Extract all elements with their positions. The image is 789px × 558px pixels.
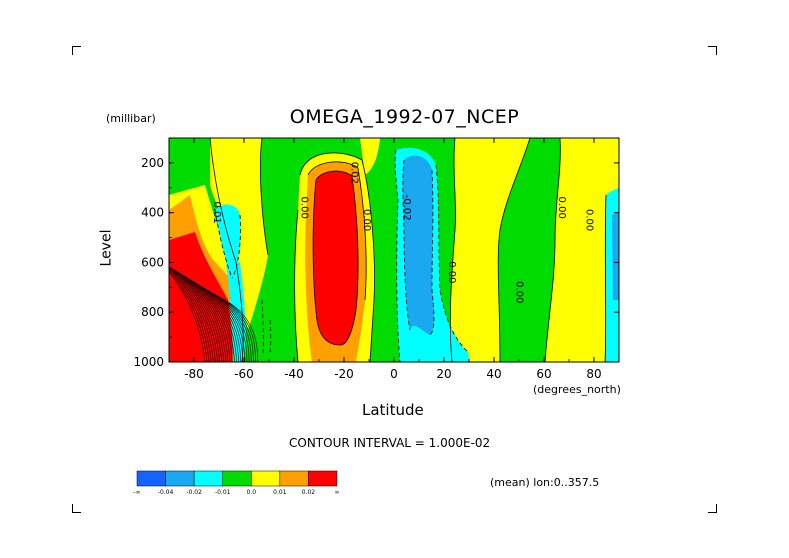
y-axis-label: Level xyxy=(98,229,115,267)
colorbar-label: -∞ xyxy=(133,489,140,496)
contour-fill xyxy=(215,204,241,278)
colorbar-label: 0.01 xyxy=(273,489,287,496)
crop-mark-bottom-right xyxy=(708,504,717,513)
contour-label: 0.00 xyxy=(584,209,595,231)
contour-line xyxy=(185,276,229,362)
x-tick-label: 20 xyxy=(436,367,451,381)
contour-line xyxy=(192,280,235,362)
y-tick-label: 1000 xyxy=(133,355,164,369)
y-axis: 200 400 600 800 1000 xyxy=(133,137,619,369)
contour-line xyxy=(169,268,210,362)
contour-label: 0.00 xyxy=(361,209,372,231)
contour-line xyxy=(194,282,237,362)
y-tick-label: 600 xyxy=(141,255,164,269)
contour-line xyxy=(170,267,216,362)
crop-mark-top-right xyxy=(708,46,717,55)
x-tick-label: 60 xyxy=(536,367,551,381)
colorbar-swatch xyxy=(222,470,252,487)
contour-fill xyxy=(360,138,380,175)
colorbar-label: ∞ xyxy=(335,489,340,496)
x-axis-units: (degrees_north) xyxy=(533,383,621,396)
colorbar-swatch xyxy=(165,470,195,487)
contour-labels: 0.01 0.00 0.02 0.00 -0.02 0.00 0.00 0.00 0.00 xyxy=(211,162,595,304)
colorbar-label: -0.04 xyxy=(158,489,174,496)
chart-title: OMEGA_1992-07_NCEP xyxy=(289,106,520,128)
contour-lines xyxy=(209,138,607,362)
contour-label: 0.02 xyxy=(349,162,360,184)
contour-line xyxy=(169,269,208,362)
x-tick-label: 0 xyxy=(390,367,398,381)
contour-line xyxy=(169,265,214,362)
colorbar-swatch xyxy=(136,470,166,487)
contour-label: -0.02 xyxy=(401,195,412,221)
x-axis: -80 -60 -40 -20 0 20 40 60 80 xyxy=(168,138,620,381)
contour-label: 0.00 xyxy=(299,197,310,219)
colorbar-label: -0.02 xyxy=(186,489,202,496)
contour-fill xyxy=(450,138,530,362)
x-tick-label: -40 xyxy=(284,367,304,381)
mean-longitude-note: (mean) lon:0..357.5 xyxy=(490,476,600,489)
dense-contour-lines xyxy=(169,265,258,362)
x-tick-label: -80 xyxy=(184,367,204,381)
crop-mark-top-left xyxy=(72,46,81,55)
contour-line xyxy=(180,273,225,362)
contour-fill xyxy=(545,138,619,362)
colorbar-swatch xyxy=(308,470,338,487)
y-tick-label: 800 xyxy=(141,305,164,319)
contour-line xyxy=(173,268,218,362)
colorbar-swatch xyxy=(279,470,309,487)
x-tick-label: -20 xyxy=(334,367,354,381)
x-axis-label: Latitude xyxy=(362,401,424,419)
colorbar: -∞ -0.04 -0.02 -0.01 0.0 0.01 0.02 ∞ xyxy=(133,470,340,496)
y-tick-label: 400 xyxy=(141,206,164,220)
contour-line xyxy=(190,279,233,362)
contour-line xyxy=(187,277,231,362)
contour-line xyxy=(169,267,212,362)
y-axis-units: (millibar) xyxy=(106,112,156,125)
contour-fill xyxy=(313,171,359,345)
colorbar-swatch xyxy=(251,470,281,487)
colorbar-label: -0.01 xyxy=(215,489,231,496)
contour-field xyxy=(169,138,619,362)
contour-line xyxy=(218,297,258,362)
x-tick-label: 80 xyxy=(586,367,601,381)
contour-label: 0.01 xyxy=(211,202,222,224)
colorbar-swatch xyxy=(193,470,223,487)
y-tick-label: 200 xyxy=(141,156,164,170)
contour-fill xyxy=(402,155,434,335)
x-tick-label: 40 xyxy=(486,367,501,381)
contour-lines-dashed xyxy=(214,149,469,362)
contour-fill xyxy=(612,212,619,300)
contour-fill xyxy=(169,232,233,362)
x-tick-label: -60 xyxy=(234,367,254,381)
colorbar-label: 0.0 xyxy=(247,489,257,496)
contour-label: 0.00 xyxy=(446,261,457,283)
crop-mark-bottom-left xyxy=(72,504,81,513)
contour-line xyxy=(175,270,220,362)
contour-line xyxy=(182,274,227,362)
colorbar-label: 0.02 xyxy=(302,489,316,496)
contour-line xyxy=(178,271,223,362)
contour-label: 0.00 xyxy=(514,281,525,303)
contour-interval-note: CONTOUR INTERVAL = 1.000E-02 xyxy=(289,436,491,450)
contour-label: 0.00 xyxy=(556,197,567,219)
contour-line xyxy=(169,271,206,362)
